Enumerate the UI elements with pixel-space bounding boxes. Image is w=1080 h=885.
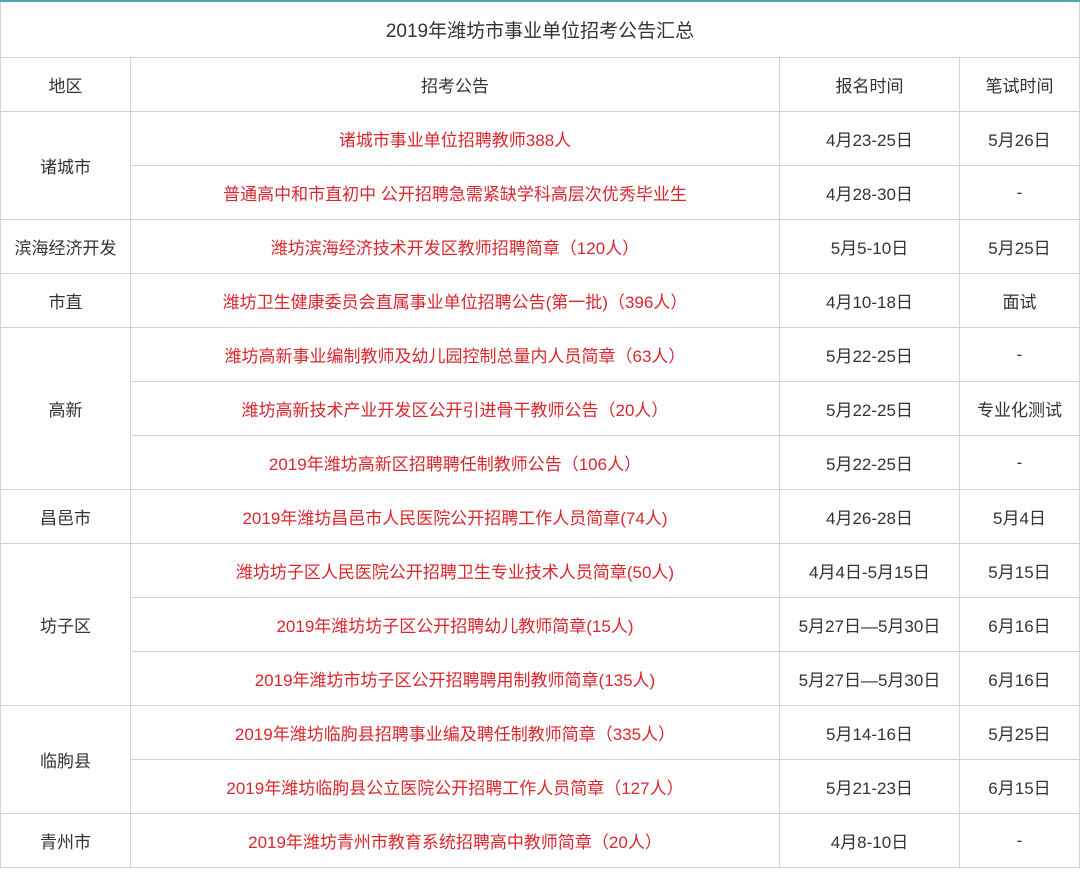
reg-time-cell: 4月26-28日 [779, 490, 959, 544]
region-cell: 临朐县 [1, 706, 131, 814]
notice-link[interactable]: 2019年潍坊高新区招聘聘任制教师公告（106人） [131, 436, 780, 490]
notice-link[interactable]: 潍坊高新事业编制教师及幼儿园控制总量内人员简章（63人） [131, 328, 780, 382]
exam-time-cell: 5月26日 [959, 112, 1079, 166]
table-row: 坊子区 潍坊坊子区人民医院公开招聘卫生专业技术人员简章(50人) 4月4日-5月… [1, 544, 1080, 598]
table-title-row: 2019年潍坊市事业单位招考公告汇总 [1, 2, 1080, 58]
exam-time-cell: - [959, 814, 1079, 868]
notice-link[interactable]: 2019年潍坊临朐县招聘事业编及聘任制教师简章（335人） [131, 706, 780, 760]
table-row: 诸城市 诸城市事业单位招聘教师388人 4月23-25日 5月26日 [1, 112, 1080, 166]
exam-time-cell: 6月16日 [959, 598, 1079, 652]
table-row: 2019年潍坊坊子区公开招聘幼儿教师简章(15人) 5月27日—5月30日 6月… [1, 598, 1080, 652]
exam-time-cell: 5月15日 [959, 544, 1079, 598]
region-cell: 昌邑市 [1, 490, 131, 544]
exam-time-cell: - [959, 436, 1079, 490]
table-row: 滨海经济开发 潍坊滨海经济技术开发区教师招聘简章（120人） 5月5-10日 5… [1, 220, 1080, 274]
table-row: 青州市 2019年潍坊青州市教育系统招聘高中教师简章（20人） 4月8-10日 … [1, 814, 1080, 868]
exam-time-cell: 5月4日 [959, 490, 1079, 544]
notice-link[interactable]: 2019年潍坊临朐县公立医院公开招聘工作人员简章（127人） [131, 760, 780, 814]
reg-time-cell: 4月28-30日 [779, 166, 959, 220]
notice-link[interactable]: 2019年潍坊坊子区公开招聘幼儿教师简章(15人) [131, 598, 780, 652]
table-row: 2019年潍坊临朐县公立医院公开招聘工作人员简章（127人） 5月21-23日 … [1, 760, 1080, 814]
reg-time-cell: 5月22-25日 [779, 328, 959, 382]
reg-time-cell: 4月4日-5月15日 [779, 544, 959, 598]
reg-time-cell: 5月27日—5月30日 [779, 652, 959, 706]
region-cell: 滨海经济开发 [1, 220, 131, 274]
reg-time-cell: 5月5-10日 [779, 220, 959, 274]
reg-time-cell: 4月23-25日 [779, 112, 959, 166]
header-reg-time: 报名时间 [779, 58, 959, 112]
header-notice: 招考公告 [131, 58, 780, 112]
exam-time-cell: 5月25日 [959, 220, 1079, 274]
exam-time-cell: 专业化测试 [959, 382, 1079, 436]
reg-time-cell: 5月27日—5月30日 [779, 598, 959, 652]
header-region: 地区 [1, 58, 131, 112]
notice-link[interactable]: 普通高中和市直初中 公开招聘急需紧缺学科高层次优秀毕业生 [131, 166, 780, 220]
table-title: 2019年潍坊市事业单位招考公告汇总 [1, 2, 1080, 58]
region-cell: 青州市 [1, 814, 131, 868]
table-row: 市直 潍坊卫生健康委员会直属事业单位招聘公告(第一批)（396人） 4月10-1… [1, 274, 1080, 328]
exam-time-cell: - [959, 166, 1079, 220]
notice-link[interactable]: 诸城市事业单位招聘教师388人 [131, 112, 780, 166]
region-cell: 坊子区 [1, 544, 131, 706]
notice-link[interactable]: 潍坊滨海经济技术开发区教师招聘简章（120人） [131, 220, 780, 274]
table-row: 临朐县 2019年潍坊临朐县招聘事业编及聘任制教师简章（335人） 5月14-1… [1, 706, 1080, 760]
region-cell: 高新 [1, 328, 131, 490]
exam-time-cell: 5月25日 [959, 706, 1079, 760]
exam-time-cell: - [959, 328, 1079, 382]
reg-time-cell: 4月10-18日 [779, 274, 959, 328]
header-exam-time: 笔试时间 [959, 58, 1079, 112]
notice-link[interactable]: 2019年潍坊市坊子区公开招聘聘用制教师简章(135人) [131, 652, 780, 706]
reg-time-cell: 5月22-25日 [779, 436, 959, 490]
exam-time-cell: 面试 [959, 274, 1079, 328]
table-row: 昌邑市 2019年潍坊昌邑市人民医院公开招聘工作人员简章(74人) 4月26-2… [1, 490, 1080, 544]
exam-time-cell: 6月15日 [959, 760, 1079, 814]
table-row: 普通高中和市直初中 公开招聘急需紧缺学科高层次优秀毕业生 4月28-30日 - [1, 166, 1080, 220]
table-container: 2019年潍坊市事业单位招考公告汇总 地区 招考公告 报名时间 笔试时间 诸城市… [0, 0, 1080, 868]
notice-link[interactable]: 潍坊坊子区人民医院公开招聘卫生专业技术人员简章(50人) [131, 544, 780, 598]
reg-time-cell: 4月8-10日 [779, 814, 959, 868]
table-row: 潍坊高新技术产业开发区公开引进骨干教师公告（20人） 5月22-25日 专业化测… [1, 382, 1080, 436]
reg-time-cell: 5月21-23日 [779, 760, 959, 814]
region-cell: 市直 [1, 274, 131, 328]
notice-link[interactable]: 2019年潍坊青州市教育系统招聘高中教师简章（20人） [131, 814, 780, 868]
table-row: 高新 潍坊高新事业编制教师及幼儿园控制总量内人员简章（63人） 5月22-25日… [1, 328, 1080, 382]
notice-link[interactable]: 潍坊卫生健康委员会直属事业单位招聘公告(第一批)（396人） [131, 274, 780, 328]
region-cell: 诸城市 [1, 112, 131, 220]
reg-time-cell: 5月22-25日 [779, 382, 959, 436]
table-header-row: 地区 招考公告 报名时间 笔试时间 [1, 58, 1080, 112]
reg-time-cell: 5月14-16日 [779, 706, 959, 760]
notice-link[interactable]: 2019年潍坊昌邑市人民医院公开招聘工作人员简章(74人) [131, 490, 780, 544]
recruitment-table: 2019年潍坊市事业单位招考公告汇总 地区 招考公告 报名时间 笔试时间 诸城市… [0, 2, 1080, 868]
table-row: 2019年潍坊市坊子区公开招聘聘用制教师简章(135人) 5月27日—5月30日… [1, 652, 1080, 706]
table-row: 2019年潍坊高新区招聘聘任制教师公告（106人） 5月22-25日 - [1, 436, 1080, 490]
notice-link[interactable]: 潍坊高新技术产业开发区公开引进骨干教师公告（20人） [131, 382, 780, 436]
exam-time-cell: 6月16日 [959, 652, 1079, 706]
